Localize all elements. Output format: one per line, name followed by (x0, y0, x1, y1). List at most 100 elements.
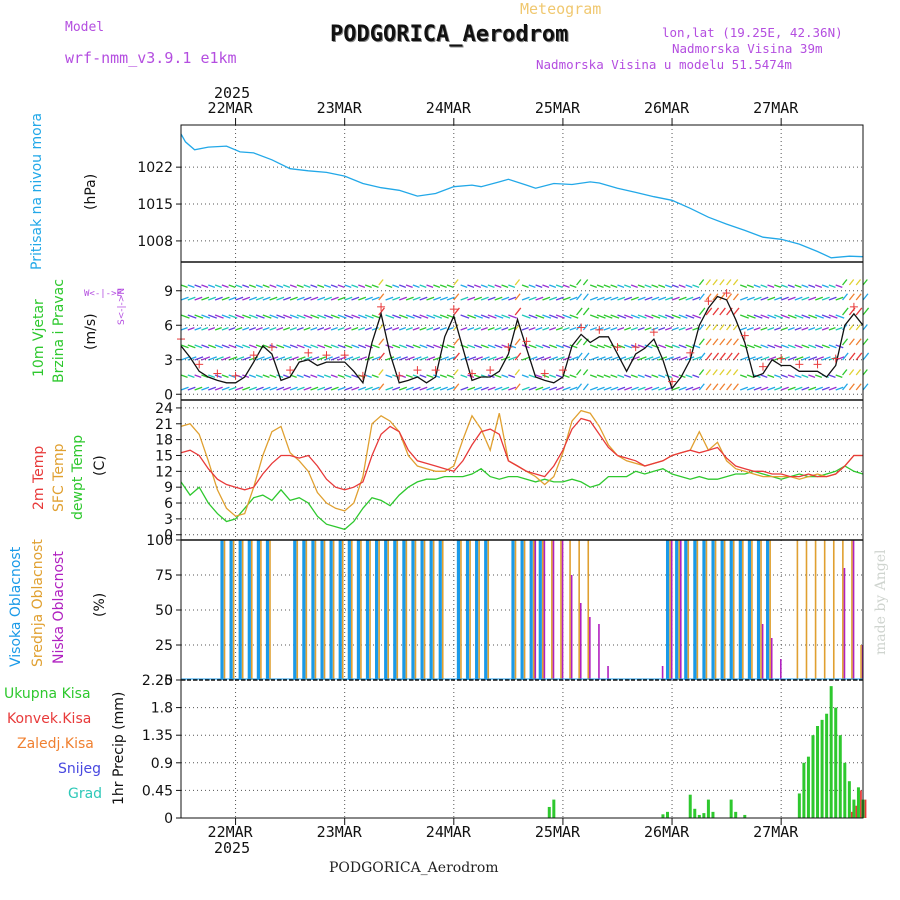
wind-arrow (746, 314, 756, 319)
wind-arrow (828, 326, 836, 331)
wind-arrow (589, 326, 597, 331)
cloud-high-bar (665, 540, 670, 680)
wind-arrow (630, 386, 639, 391)
wind-arrow (658, 344, 667, 349)
wind-arrow (433, 356, 443, 361)
wind-arrow (664, 386, 673, 391)
wind-arrow (330, 344, 339, 349)
model-label: Model (65, 20, 105, 35)
wind-arrow (842, 338, 849, 346)
wind-arrow (399, 386, 407, 391)
wind-arrow (480, 386, 489, 391)
wind-arrow (787, 356, 797, 361)
wind-arrow (405, 284, 413, 289)
wind-arrow (746, 386, 755, 391)
temp-2m-line (180, 417, 863, 491)
wind-arrow (399, 344, 407, 349)
wind-arrow (323, 326, 332, 331)
wind-arrow (358, 284, 366, 289)
wind-arrow (296, 344, 305, 349)
wind-arrow (678, 296, 687, 301)
wind-arrow (453, 307, 460, 316)
wind-arrow (685, 284, 693, 289)
cloud-high-bar (529, 540, 533, 680)
wind-arrow (664, 326, 673, 331)
cloud-mid-bar (514, 540, 517, 680)
wind-arrow (576, 369, 582, 376)
wind-arrow (508, 344, 517, 349)
wind-arrow (180, 374, 188, 379)
cloud-high-bar (520, 540, 524, 680)
cloud-high-bar (465, 540, 470, 680)
wind-arrow (692, 314, 702, 319)
wind-arrow (705, 352, 713, 361)
wind-arrow (562, 374, 570, 379)
wind-arrow (603, 326, 611, 331)
wind-arrow (276, 326, 284, 331)
wind-arrow (651, 374, 659, 379)
wind-arrow (201, 374, 209, 379)
wind-arrow (740, 284, 748, 289)
wind-arrow (624, 296, 633, 301)
wind-arrow (719, 383, 726, 391)
wind-arrow (276, 296, 285, 301)
cloud-low-bar (534, 540, 537, 680)
cloud-high-bar (729, 540, 733, 680)
wind-arrow (283, 284, 291, 289)
cloud-mid-bar (305, 540, 308, 680)
wind-arrow (242, 326, 250, 331)
wind-arrow (787, 344, 796, 349)
wind-arrow (426, 326, 434, 331)
wind-arrow (787, 374, 795, 379)
cloud-high-bar (338, 540, 342, 680)
wind-arrow (501, 284, 509, 289)
wind-arrow (405, 314, 415, 319)
cloud-high-bar (675, 540, 679, 680)
wind-arrow (596, 284, 604, 289)
precip-ytick-label: 0.9 (151, 756, 173, 772)
wind-arrow (433, 326, 441, 331)
wind-arrow (433, 374, 441, 379)
wind-arrow (201, 356, 211, 361)
wind-arrow (521, 296, 530, 301)
wind-arrow (746, 356, 756, 361)
wind-arrow (446, 284, 454, 289)
wind-arrow (855, 307, 863, 316)
wind-arrow (569, 296, 578, 301)
wind-arrow (221, 326, 229, 331)
wind-arrow (815, 374, 823, 379)
wind-arrow (542, 326, 550, 331)
wind-arrow (815, 326, 823, 331)
wind-arrow (685, 326, 693, 331)
wind-arrow (705, 307, 713, 316)
wind-arrow (385, 284, 393, 289)
wind-arrow (862, 338, 869, 346)
cloud-high-bar (375, 540, 379, 680)
wind-arrow (289, 326, 297, 331)
lonlat-label: lon,lat (19.25E, 42.36N) (662, 25, 843, 40)
wind-arrow (576, 383, 583, 391)
wind-arrow (780, 326, 788, 331)
wind-arrow (296, 314, 306, 319)
wind-arrow (269, 314, 279, 319)
wind-arrow (692, 296, 701, 301)
wind-arrow (740, 326, 748, 331)
wind-arrow (528, 284, 536, 289)
precip-panel: 2.25 1.8 1.35 0.9 0.45 0 (142, 673, 867, 827)
wind-arrow (426, 344, 435, 349)
wind-arrow (296, 386, 305, 391)
cloud-high-bar (684, 540, 688, 680)
wind-arrow (494, 296, 503, 301)
cloud-high-bar (420, 540, 424, 680)
wind-arrow (467, 284, 475, 289)
wind-arrow (494, 356, 504, 361)
wind-arrow (712, 279, 718, 286)
wind-arrow (801, 356, 811, 361)
wind-arrow (460, 356, 470, 361)
cloud-high-bar (393, 540, 397, 680)
wind-arrow (855, 279, 862, 286)
wind-arrow (576, 338, 583, 346)
wind-arrow (753, 386, 762, 391)
wind-arrow (310, 314, 320, 319)
cloud-mid-bar (814, 540, 817, 680)
